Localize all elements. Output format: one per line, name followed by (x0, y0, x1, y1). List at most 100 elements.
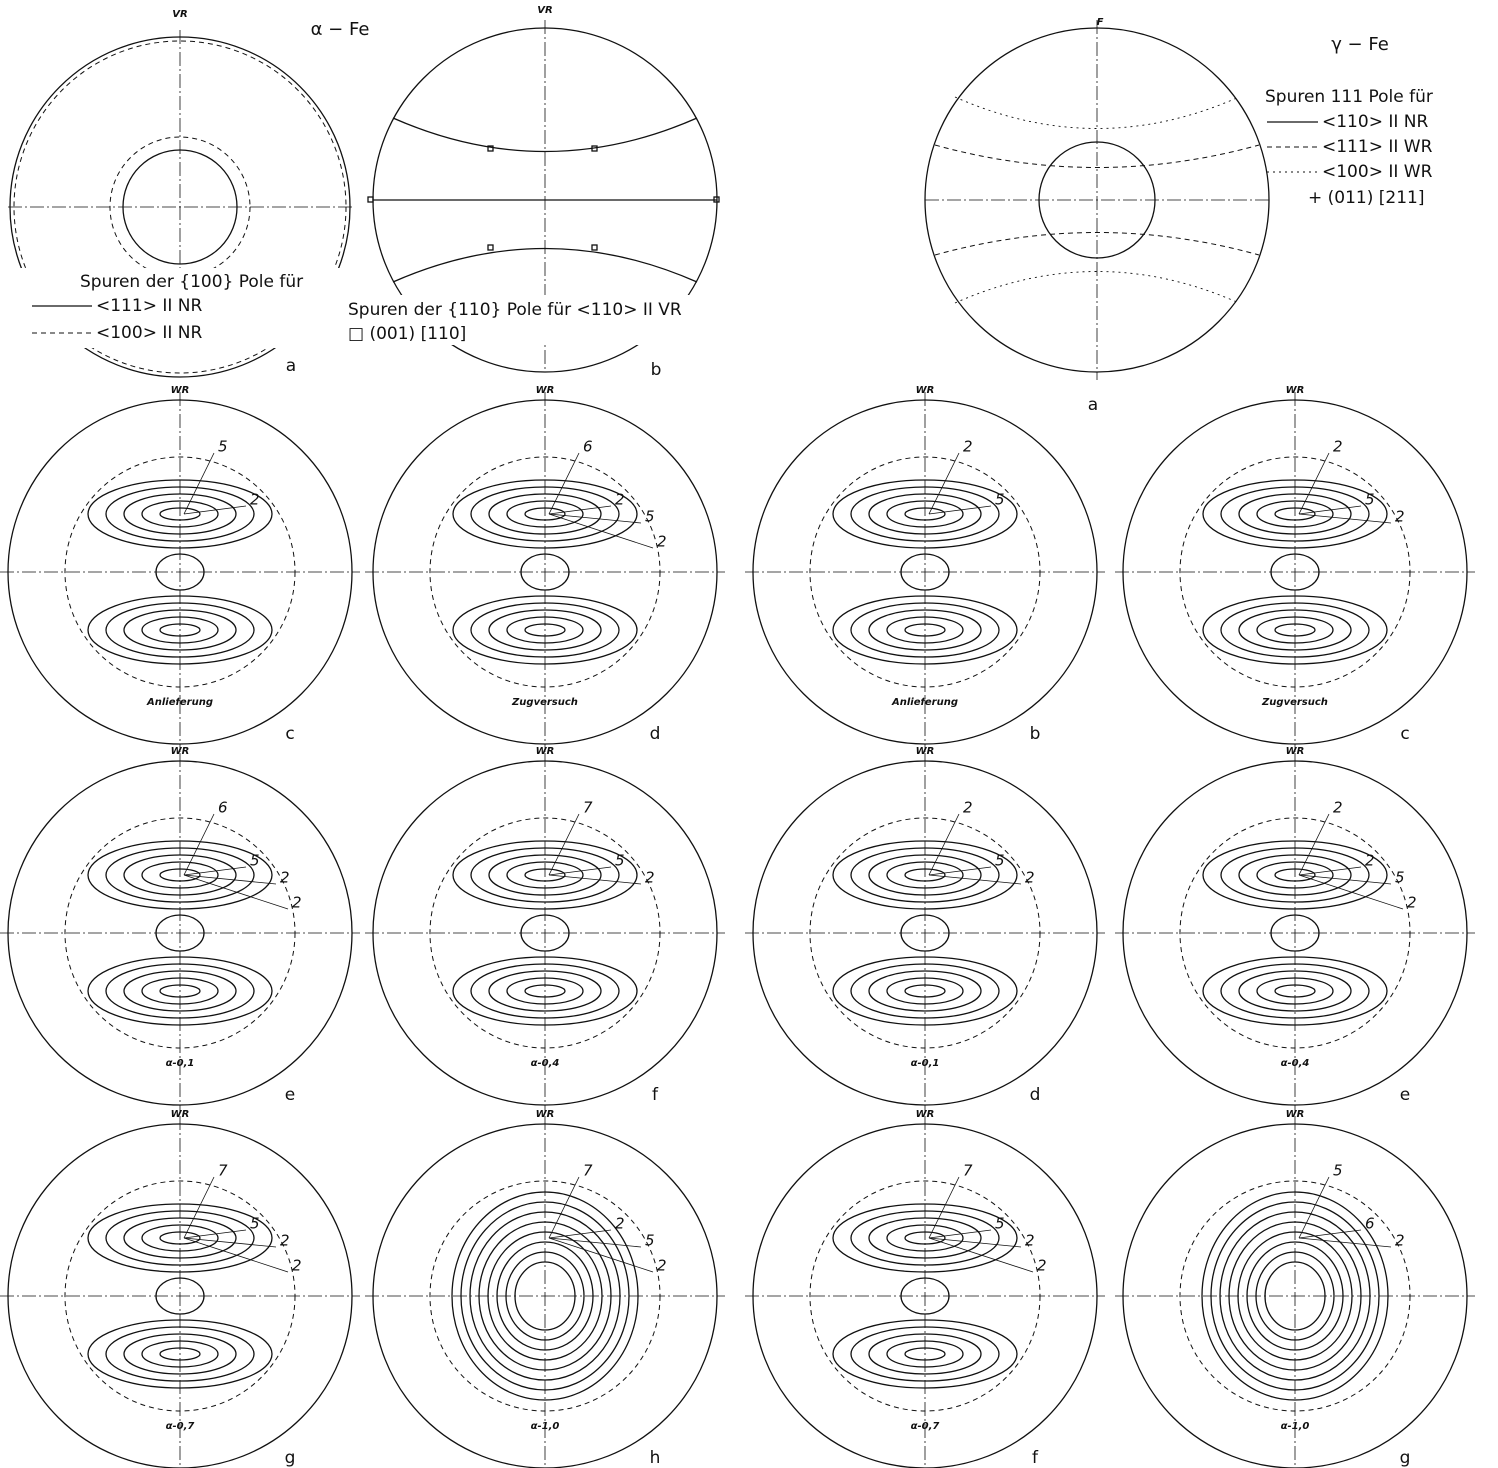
leader (548, 1229, 612, 1239)
contour-label: 5 (218, 438, 228, 456)
contour (1246, 1241, 1344, 1351)
contour (1202, 595, 1388, 665)
contour (87, 479, 273, 549)
contour-label: 2 (292, 894, 302, 912)
contour (1274, 623, 1316, 637)
contour (452, 840, 638, 910)
contour-label: 5 (645, 508, 655, 526)
contour-label: 5 (250, 1215, 260, 1233)
contour-label: 2 (1395, 508, 1405, 526)
contour (868, 970, 982, 1012)
contour-label: 2 (645, 869, 655, 887)
contour (488, 970, 602, 1012)
contour-label: 6 (1365, 1215, 1375, 1233)
contour (506, 977, 584, 1005)
leader (548, 813, 580, 876)
contour (1219, 1211, 1371, 1381)
contour (868, 609, 982, 651)
caption: α-0,7 (911, 1421, 940, 1432)
contour (470, 847, 620, 903)
contour (159, 984, 201, 998)
leader (548, 1237, 654, 1273)
leader (928, 1237, 1022, 1248)
top-label: WR (1286, 385, 1305, 396)
contour (832, 595, 1018, 665)
contour (904, 868, 946, 882)
trace (392, 117, 698, 153)
contour (470, 602, 620, 658)
top-label: VR (172, 9, 187, 20)
contour (123, 970, 237, 1012)
contour (159, 623, 201, 637)
leader (183, 505, 247, 515)
leader (1298, 1237, 1392, 1248)
contour-label: 7 (963, 1162, 973, 1180)
contour-label: 7 (583, 799, 593, 817)
contour (886, 861, 964, 889)
contour (1237, 1231, 1353, 1361)
pole (713, 196, 720, 203)
leader (548, 874, 642, 885)
caption: α-1,0 (1281, 1421, 1310, 1432)
contour (123, 609, 237, 651)
caption: α-1,0 (531, 1421, 560, 1432)
contour-label: 5 (995, 491, 1005, 509)
contour-label: 2 (280, 869, 290, 887)
leader (1298, 452, 1330, 515)
contour (488, 854, 602, 896)
contour-label: 2 (292, 1257, 302, 1275)
contour (451, 1191, 639, 1401)
contour (123, 1333, 237, 1375)
panel-letter: g (285, 1448, 296, 1468)
top-label: WR (916, 385, 935, 396)
contour (886, 1224, 964, 1252)
contour (868, 493, 982, 535)
panel-letter: e (285, 1085, 295, 1105)
contour (470, 963, 620, 1019)
contour (1220, 847, 1370, 903)
contour (904, 1347, 946, 1361)
contour (904, 623, 946, 637)
contour (1238, 970, 1352, 1012)
contour-label: 2 (1395, 1232, 1405, 1250)
contour (524, 984, 566, 998)
title: α − Fe (311, 19, 370, 40)
contour (850, 602, 1000, 658)
caption: Anlieferung (146, 697, 213, 708)
contour-label: 2 (1025, 1232, 1035, 1250)
contour-label: 7 (583, 1162, 593, 1180)
alpha-panel-b: VR Spuren der {110} Pole für <110> II VR… (342, 5, 742, 380)
contour (105, 1210, 255, 1266)
contour (832, 956, 1018, 1026)
leader (548, 452, 580, 515)
leader (928, 874, 1022, 885)
contour (505, 1251, 585, 1341)
gamma-panel-a: F γ − Fe Spuren 111 Pole für <110> II NR… (924, 17, 1433, 415)
contour (868, 1333, 982, 1375)
contour-label: 6 (583, 438, 593, 456)
legend-entry: <100> II NR (96, 323, 202, 343)
leader (183, 874, 289, 910)
top-label: WR (171, 385, 190, 396)
contour (105, 486, 255, 542)
caption: α-0,7 (166, 1421, 195, 1432)
contour (159, 1231, 201, 1245)
contour (832, 1319, 1018, 1389)
contour (155, 914, 205, 952)
contour (524, 868, 566, 882)
contour-label: 2 (1365, 852, 1375, 870)
contour (1270, 553, 1320, 591)
contour-label: 5 (1395, 869, 1405, 887)
leader (183, 1176, 215, 1239)
panel-letter: h (650, 1448, 661, 1468)
leader (548, 866, 612, 876)
contour (900, 914, 950, 952)
contour (488, 493, 602, 535)
trace (954, 271, 1240, 304)
contour (1264, 1261, 1326, 1331)
contour (1256, 616, 1334, 644)
contour (524, 623, 566, 637)
contour (87, 1203, 273, 1273)
leader (1298, 513, 1392, 524)
leader (183, 1237, 289, 1273)
